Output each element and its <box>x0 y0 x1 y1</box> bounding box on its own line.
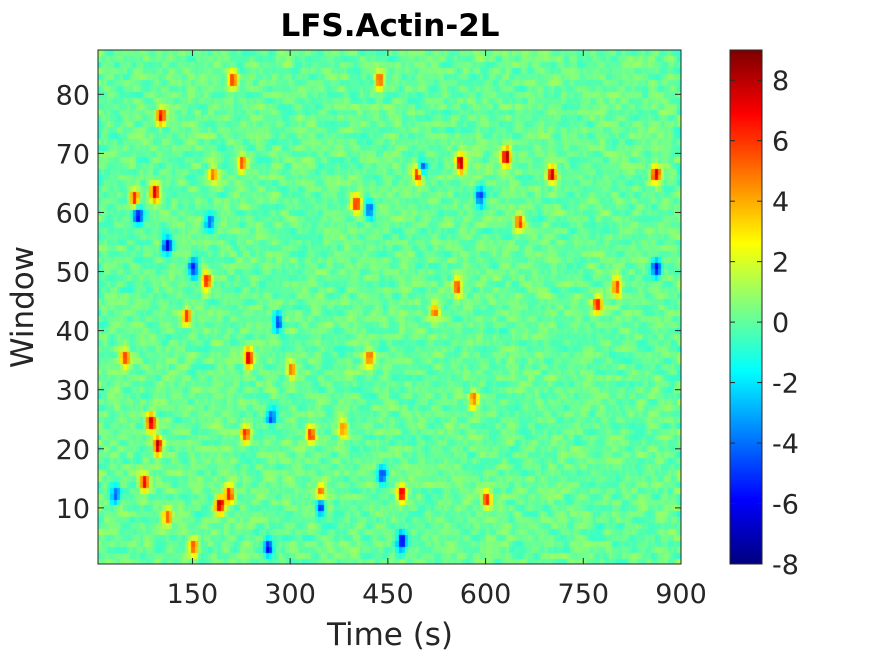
y-tick-label: 20 <box>56 435 90 466</box>
y-tick-label: 10 <box>56 494 90 525</box>
colorbar-tick-label: -4 <box>772 429 799 460</box>
x-tick-label: 300 <box>264 579 316 610</box>
colorbar-tick-label: -2 <box>772 369 799 400</box>
y-axis-ticks: 10 20 30 40 50 60 70 80 <box>56 80 681 525</box>
plot-frame <box>97 49 682 565</box>
colorbar-tick-label: 6 <box>772 127 789 158</box>
x-tick-label: 600 <box>460 579 512 610</box>
colorbar-tick-label: 4 <box>772 187 789 218</box>
chart-title: LFS.Actin-2L <box>280 8 499 44</box>
y-tick-label: 80 <box>56 80 90 111</box>
x-tick-label: 750 <box>558 579 610 610</box>
heatmap-image <box>98 50 681 564</box>
colorbar-gradient <box>730 50 762 564</box>
colorbar-ticks: 8 6 4 2 0 -2 -4 -6 -8 <box>730 66 799 581</box>
colorbar-tick-label: -8 <box>772 550 799 581</box>
y-tick-label: 40 <box>56 317 90 348</box>
colorbar-frame <box>729 49 763 565</box>
x-axis-label: Time (s) <box>326 617 453 653</box>
y-tick-label: 60 <box>56 198 90 229</box>
heatmap-plot-area <box>97 49 682 565</box>
x-axis-ticks: 150 300 450 600 750 900 <box>167 50 707 610</box>
y-axis-label: Window <box>5 246 41 368</box>
y-tick-label: 70 <box>56 139 90 170</box>
colorbar-tick-label: 2 <box>772 248 789 279</box>
x-tick-label: 150 <box>167 579 219 610</box>
y-tick-label: 30 <box>56 376 90 407</box>
y-tick-label: 50 <box>56 258 90 289</box>
colorbar-tick-label: 0 <box>772 308 789 339</box>
colorbar-tick-label: -6 <box>772 490 799 521</box>
colorbar: 8 6 4 2 0 -2 -4 -6 -8 <box>729 49 799 581</box>
x-tick-label: 450 <box>362 579 414 610</box>
colorbar-tick-label: 8 <box>772 66 789 97</box>
x-tick-label: 900 <box>655 579 707 610</box>
